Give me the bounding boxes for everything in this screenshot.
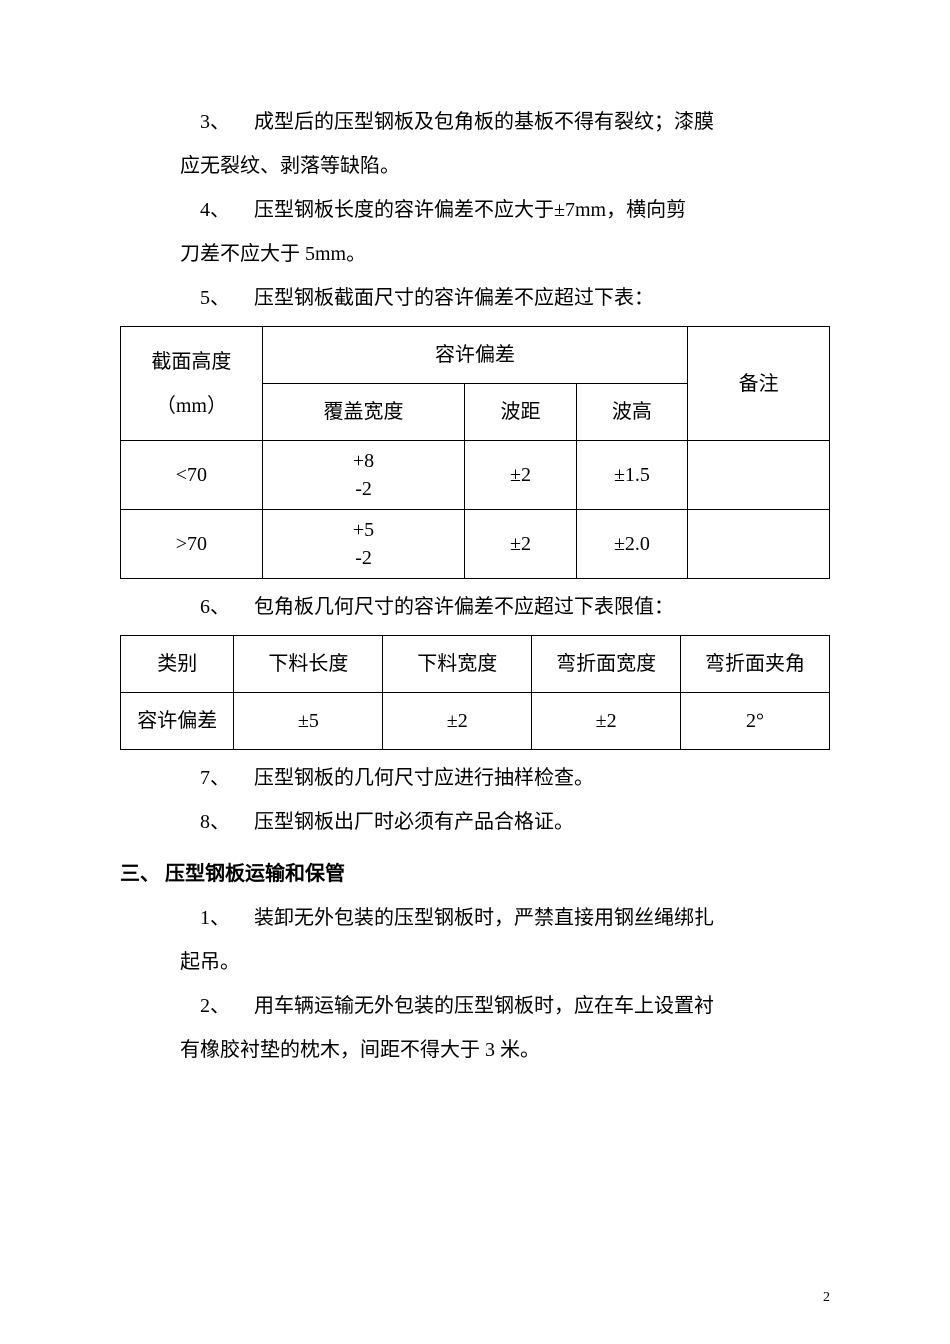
t2-c2: ±5 [234, 693, 383, 750]
t1-r2c4: ±2.0 [576, 510, 687, 579]
t2-h5: 弯折面夹角 [681, 636, 830, 693]
item-7: 7、 压型钢板的几何尺寸应进行抽样检查。 [200, 756, 830, 800]
transport-1-continuation: 起吊。 [180, 940, 830, 984]
t1-r1c2: +8 -2 [262, 441, 464, 510]
item-4-num: 4、 [200, 199, 230, 221]
item-5-text: 压型钢板截面尺寸的容许偏差不应超过下表： [254, 287, 654, 309]
item-8-text: 压型钢板出厂时必须有产品合格证。 [254, 811, 574, 833]
item-6: 6、 包角板几何尺寸的容许偏差不应超过下表限值： [200, 585, 830, 629]
t1-header-tolerance: 容许偏差 [262, 327, 687, 384]
item-6-num: 6、 [200, 596, 230, 618]
item-4: 4、 压型钢板长度的容许偏差不应大于±7mm，横向剪 [200, 188, 830, 232]
t1-r1c2b: -2 [267, 475, 460, 503]
transport-1-num: 1、 [200, 907, 230, 929]
item-4-continuation: 刀差不应大于 5mm。 [180, 232, 830, 276]
t1-header-height: 截面高度（mm） [121, 327, 263, 441]
t1-r1c1: <70 [121, 441, 263, 510]
tolerance-table-2: 类别 下料长度 下料宽度 弯折面宽度 弯折面夹角 容许偏差 ±5 ±2 ±2 2… [120, 635, 830, 750]
item-5: 5、 压型钢板截面尺寸的容许偏差不应超过下表： [200, 276, 830, 320]
item-5-num: 5、 [200, 287, 230, 309]
item-3-continuation: 应无裂纹、剥落等缺陷。 [180, 144, 830, 188]
item-6-text: 包角板几何尺寸的容许偏差不应超过下表限值： [254, 596, 674, 618]
t1-sub-cover: 覆盖宽度 [262, 384, 464, 441]
transport-2-text: 用车辆运输无外包装的压型钢板时，应在车上设置衬 [254, 995, 714, 1017]
transport-2: 2、 用车辆运输无外包装的压型钢板时，应在车上设置衬 [200, 984, 830, 1028]
t2-h1: 类别 [121, 636, 234, 693]
item-7-text: 压型钢板的几何尺寸应进行抽样检查。 [254, 767, 594, 789]
item-3-num: 3、 [200, 111, 230, 133]
item-3: 3、 成型后的压型钢板及包角板的基板不得有裂纹；漆膜 [200, 100, 830, 144]
t2-c3: ±2 [383, 693, 532, 750]
t1-sub-waveheight: 波高 [576, 384, 687, 441]
t2-r1: 容许偏差 [121, 693, 234, 750]
page-number: 2 [823, 1283, 830, 1314]
t1-r1c4: ±1.5 [576, 441, 687, 510]
t1-r2c2a: +5 [267, 516, 460, 544]
t2-h3: 下料宽度 [383, 636, 532, 693]
t1-r2c3: ±2 [465, 510, 576, 579]
t2-c5: 2° [681, 693, 830, 750]
transport-1-text: 装卸无外包装的压型钢板时，严禁直接用钢丝绳绑扎 [254, 907, 714, 929]
t1-r2c1: >70 [121, 510, 263, 579]
transport-2-continuation: 有橡胶衬垫的枕木，间距不得大于 3 米。 [180, 1028, 830, 1072]
item-8: 8、 压型钢板出厂时必须有产品合格证。 [200, 800, 830, 844]
item-3-text: 成型后的压型钢板及包角板的基板不得有裂纹；漆膜 [254, 111, 714, 133]
item-8-num: 8、 [200, 811, 230, 833]
t1-r1c3: ±2 [465, 441, 576, 510]
item-4-text: 压型钢板长度的容许偏差不应大于±7mm，横向剪 [254, 199, 686, 221]
t1-header-remark: 备注 [688, 327, 830, 441]
section-3-title: 三、 压型钢板运输和保管 [120, 852, 830, 896]
t1-sub-pitch: 波距 [465, 384, 576, 441]
t1-r1c5 [688, 441, 830, 510]
item-7-num: 7、 [200, 767, 230, 789]
t1-r2c5 [688, 510, 830, 579]
t1-r2c2: +5 -2 [262, 510, 464, 579]
t1-r2c2b: -2 [267, 544, 460, 572]
transport-2-num: 2、 [200, 995, 230, 1017]
tolerance-table-1: 截面高度（mm） 容许偏差 备注 覆盖宽度 波距 波高 <70 +8 -2 ±2… [120, 326, 830, 579]
transport-1: 1、 装卸无外包装的压型钢板时，严禁直接用钢丝绳绑扎 [200, 896, 830, 940]
t2-c4: ±2 [532, 693, 681, 750]
t2-h4: 弯折面宽度 [532, 636, 681, 693]
t1-r1c2a: +8 [267, 447, 460, 475]
t2-h2: 下料长度 [234, 636, 383, 693]
